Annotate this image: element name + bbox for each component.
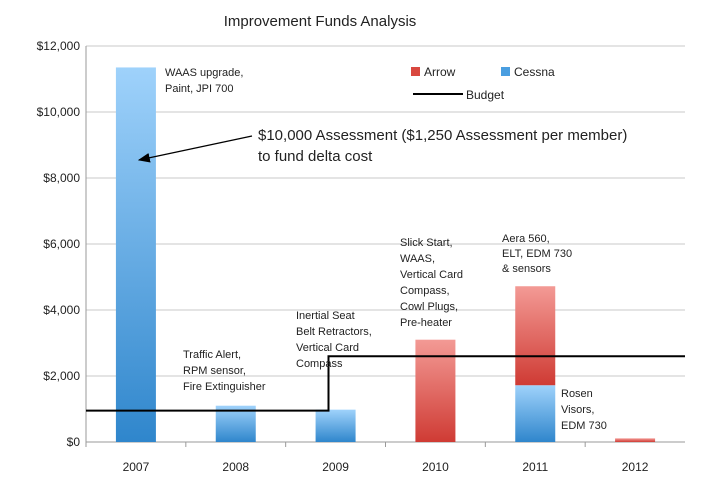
bar-arrow-2012 <box>615 438 656 442</box>
bar-cessna-2008 <box>215 405 256 442</box>
legend-label-budget: Budget <box>466 88 505 102</box>
annotation-2009: Vertical Card <box>296 342 359 354</box>
annotation-2011-top: & sensors <box>502 263 551 275</box>
x-tick-label: 2007 <box>123 460 150 474</box>
annotation-2008: Traffic Alert, <box>183 349 241 361</box>
annotation-2010: Pre-heater <box>400 317 452 329</box>
y-tick-label: $2,000 <box>43 369 80 383</box>
bar-cessna-2011 <box>515 385 556 442</box>
annotation-2009: Inertial Seat <box>296 310 355 322</box>
bar-cessna-2007 <box>115 67 156 442</box>
annotation-assessment: $10,000 Assessment ($1,250 Assessment pe… <box>258 127 627 144</box>
assessment-arrow <box>137 135 253 163</box>
budget-line <box>86 355 685 412</box>
annotation-2009: Compass <box>296 358 343 370</box>
annotation-2011-bottom: EDM 730 <box>561 420 607 432</box>
bar-arrow-2011 <box>515 286 556 386</box>
annotation-2010: Compass, <box>400 285 450 297</box>
annotation-2011-top: Aera 560, <box>502 233 550 245</box>
legend-label-arrow: Arrow <box>424 65 456 79</box>
bar-arrow-2010 <box>415 339 456 442</box>
x-tick-label: 2008 <box>222 460 249 474</box>
y-tick-label: $0 <box>67 435 81 449</box>
annotation-2011-top: ELT, EDM 730 <box>502 248 572 260</box>
bars <box>115 67 656 442</box>
legend-swatch-cessna <box>501 67 510 76</box>
annotation-2008: Fire Extinguisher <box>183 381 266 393</box>
annotation-2010: Vertical Card <box>400 269 463 281</box>
annotation-2009: Belt Retractors, <box>296 326 372 338</box>
chart-title: Improvement Funds Analysis <box>224 13 417 30</box>
annotation-2008: RPM sensor, <box>183 365 246 377</box>
y-tick-label: $10,000 <box>37 105 81 119</box>
y-tick-label: $8,000 <box>43 171 80 185</box>
legend-label-cessna: Cessna <box>514 65 555 79</box>
annotations: WAAS upgrade, Paint, JPI 700 Traffic Alert… <box>137 67 627 432</box>
x-tick-label: 2012 <box>622 460 649 474</box>
legend: Arrow Cessna Budget <box>411 65 555 102</box>
annotation-2007: WAAS upgrade, <box>165 67 243 79</box>
annotation-2010: WAAS, <box>400 253 435 265</box>
y-tick-label: $4,000 <box>43 303 80 317</box>
x-tick-label: 2010 <box>422 460 449 474</box>
budget-polyline <box>86 355 685 412</box>
annotation-2010: Slick Start, <box>400 237 453 249</box>
annotation-2007: Paint, JPI 700 <box>165 83 234 95</box>
annotation-2010: Cowl Plugs, <box>400 301 458 313</box>
annotation-2011-bottom: Rosen <box>561 388 593 400</box>
legend-swatch-arrow <box>411 67 420 76</box>
x-axis: 2007 2008 2009 2010 2011 2012 <box>85 442 649 474</box>
x-tick-label: 2011 <box>522 460 548 474</box>
x-tick-label: 2009 <box>322 460 349 474</box>
annotation-assessment: to fund delta cost <box>258 148 373 165</box>
y-tick-label: $12,000 <box>37 39 81 53</box>
annotation-2011-bottom: Visors, <box>561 404 594 416</box>
y-tick-label: $6,000 <box>43 237 80 251</box>
bar-cessna-2009 <box>315 409 356 442</box>
gridlines <box>86 45 685 443</box>
